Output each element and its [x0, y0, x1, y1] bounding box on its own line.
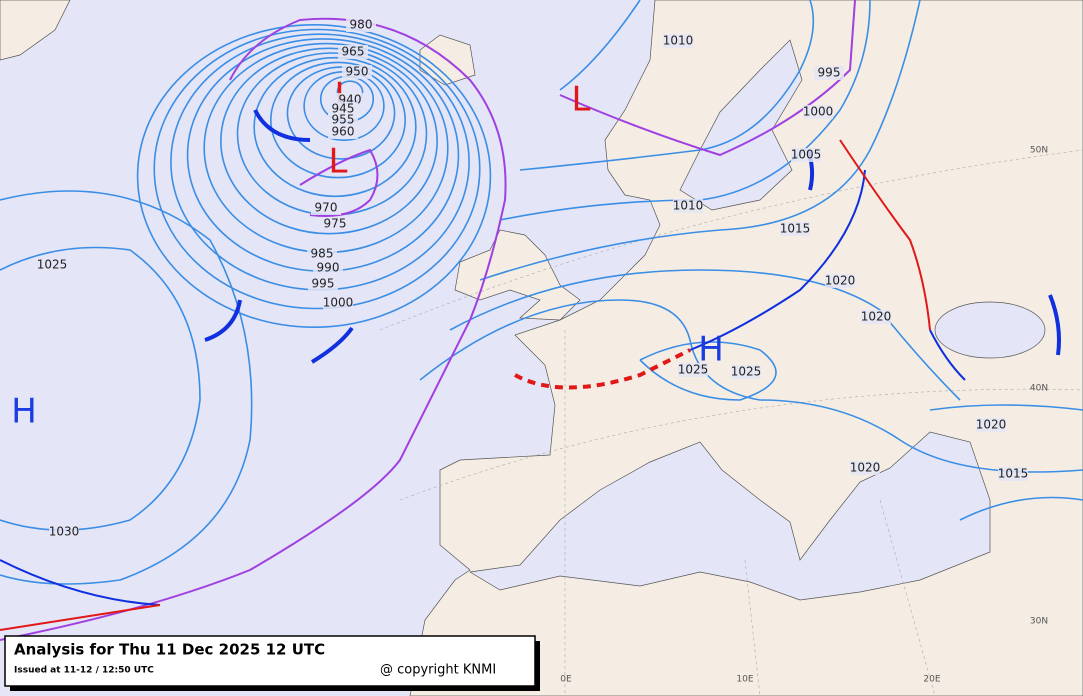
isobar-label: 945 — [332, 102, 355, 116]
label-bg — [338, 45, 368, 59]
label-bg — [850, 461, 880, 475]
isobar-label: 1005 — [791, 148, 822, 162]
label-bg — [346, 18, 376, 32]
isobar-label: 970 — [315, 201, 338, 215]
isobar-label: 1025 — [678, 363, 709, 377]
label-bg — [37, 258, 67, 272]
high-center: H — [698, 330, 724, 370]
isobar-label: 1015 — [780, 222, 811, 236]
label-bg — [308, 277, 338, 291]
label-bg — [49, 525, 79, 539]
isobar — [286, 66, 396, 160]
isobar-label: 1030 — [49, 525, 80, 539]
label-bg — [328, 113, 358, 127]
isobar-label: 1000 — [323, 296, 354, 310]
isobar-label: 1000 — [803, 105, 834, 119]
isobar-label: 965 — [342, 45, 365, 59]
isobar-label: 1020 — [861, 310, 892, 324]
isobar-label: 950 — [346, 65, 369, 79]
issued: Issued at 11-12 / 12:50 UTC — [14, 666, 154, 676]
label-bg — [673, 199, 703, 213]
title-box: Analysis for Thu 11 Dec 2025 12 UTC Issu… — [4, 635, 540, 691]
isobar-label: 1015 — [998, 467, 1029, 481]
isobar-label: 985 — [311, 247, 334, 261]
graticule-label: 50N — [1030, 146, 1048, 156]
label-bg — [323, 296, 353, 310]
title: Analysis for Thu 11 Dec 2025 12 UTC — [14, 641, 325, 659]
label-bg — [320, 217, 350, 231]
box — [4, 635, 536, 687]
label-bg — [307, 247, 337, 261]
isobar-label: 1020 — [976, 418, 1007, 432]
graticule-label: 40N — [1030, 384, 1048, 394]
isobar-label: 1025 — [731, 365, 762, 379]
isobar — [136, 24, 492, 328]
inland-seas — [468, 39, 1046, 601]
isobar — [153, 28, 481, 310]
graticule-labels: 50N 40N 30N 0E 10E 20E — [560, 146, 1048, 685]
label-bg — [814, 66, 844, 80]
isobar — [253, 56, 417, 198]
low-center: L — [572, 80, 591, 120]
graticule — [379, 149, 1083, 696]
label-bg — [791, 148, 821, 162]
label-bg — [825, 274, 855, 288]
label-bg — [328, 102, 358, 116]
isobar-label: 980 — [350, 18, 373, 32]
isobar-label: 1020 — [850, 461, 881, 475]
graticule-label: 20E — [923, 675, 940, 685]
isobar-label: 995 — [818, 66, 841, 80]
graticule-label: 30N — [1030, 617, 1048, 627]
isobar-label: 995 — [312, 277, 335, 291]
isobar-label: 960 — [332, 125, 355, 139]
high-center: H — [11, 392, 37, 432]
isobar-label: 1010 — [673, 199, 704, 213]
label-bg — [328, 125, 358, 139]
isobar — [269, 61, 406, 179]
label-bg — [678, 363, 708, 377]
label-bg — [803, 105, 833, 119]
copyright: @ copyright KNMI — [380, 663, 496, 678]
label-bg — [311, 201, 341, 215]
isobar — [220, 47, 438, 235]
label-bg — [731, 365, 761, 379]
isobar-label: 1020 — [825, 274, 856, 288]
isobar-label: 1010 — [663, 34, 694, 48]
label-bg — [780, 222, 810, 236]
isobar-labels: 9809659509409459559609709759859909951000… — [37, 18, 1029, 539]
label-bg — [861, 310, 891, 324]
label-bg — [976, 418, 1006, 432]
graticule-label: 10E — [736, 675, 753, 685]
label-bg — [663, 34, 693, 48]
isobar-label: 975 — [324, 217, 347, 231]
isobar-label: 955 — [332, 113, 355, 127]
low-center: L — [329, 142, 348, 182]
label-bg — [342, 65, 372, 79]
isobar-label: 1025 — [37, 258, 68, 272]
isobar-label: 990 — [317, 261, 340, 275]
label-bg — [998, 467, 1028, 481]
label-bg — [313, 261, 343, 275]
graticule-label: 0E — [560, 675, 572, 685]
